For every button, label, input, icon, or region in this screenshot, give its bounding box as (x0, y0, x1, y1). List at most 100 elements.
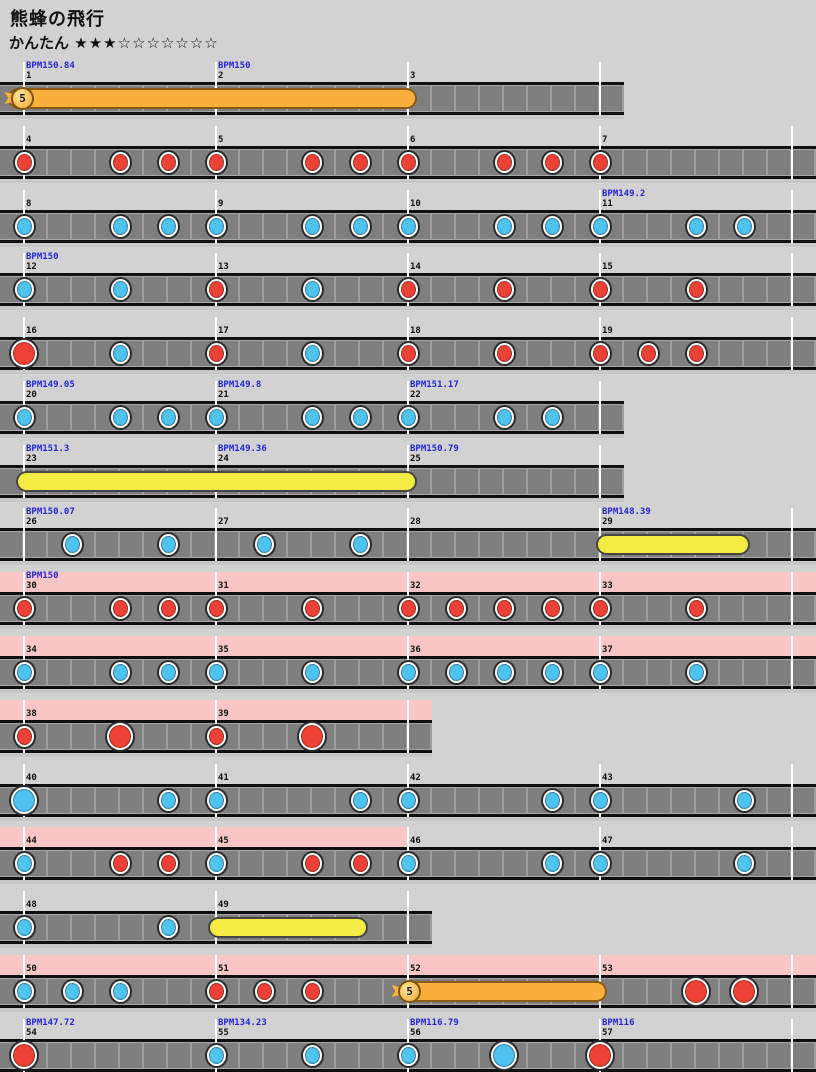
note-ka (590, 790, 610, 811)
note-ka (350, 790, 370, 811)
note-don-big (299, 723, 325, 750)
measure-number: 32 (410, 581, 421, 591)
note-ka (158, 790, 178, 811)
measure-number: 23 (26, 454, 37, 464)
note-don (302, 598, 322, 619)
note-don-big (587, 1042, 613, 1069)
note-don (206, 279, 226, 300)
measure-number: 43 (602, 773, 613, 783)
note-ka (542, 216, 562, 237)
lane-shadow-strip (0, 625, 816, 629)
measure-number: 25 (410, 454, 421, 464)
note-don (494, 279, 514, 300)
measure-number: 22 (410, 390, 421, 400)
measure-line (791, 126, 793, 179)
measure-number: 1 (26, 71, 32, 81)
measure-line (599, 381, 601, 434)
note-ka (446, 662, 466, 683)
measure-number: 28 (410, 517, 421, 527)
balloon-icon: 5 (11, 87, 34, 110)
note-ka (734, 790, 754, 811)
note-ka (302, 216, 322, 237)
note-ka (206, 216, 226, 237)
measure-number: 40 (26, 773, 37, 783)
balloon-icon: 5 (398, 980, 421, 1003)
measure-number: 17 (218, 326, 229, 336)
note-ka (110, 407, 130, 428)
note-don (206, 598, 226, 619)
note-don (254, 981, 274, 1002)
measure-number: 21 (218, 390, 229, 400)
page-title: 熊蜂の飛行 (10, 9, 105, 30)
bpm-label: BPM116 (602, 1018, 635, 1028)
measure-number: 11 (602, 199, 613, 209)
note-don-big (11, 340, 37, 367)
measure-line (599, 508, 601, 561)
note-ka (302, 407, 322, 428)
measure-line (791, 764, 793, 817)
lane-shadow-strip (0, 434, 624, 438)
note-ka (398, 853, 418, 874)
measure-number: 15 (602, 262, 613, 272)
measure-number: 18 (410, 326, 421, 336)
note-ka (350, 216, 370, 237)
note-don (446, 598, 466, 619)
note-ka (494, 216, 514, 237)
note-ka (542, 853, 562, 874)
bpm-label: BPM149.2 (602, 189, 646, 199)
measure-number: 55 (218, 1028, 229, 1038)
measure-number: 5 (218, 135, 224, 145)
drumroll-bar (208, 917, 368, 938)
measure-line (23, 508, 25, 561)
note-don (398, 279, 418, 300)
measure-number: 7 (602, 135, 608, 145)
note-don (158, 853, 178, 874)
note-don (686, 598, 706, 619)
measure-number: 31 (218, 581, 229, 591)
note-ka (110, 279, 130, 300)
note-ka (734, 216, 754, 237)
measure-line (791, 955, 793, 1008)
drumroll-bar (16, 471, 417, 492)
bpm-label: BPM151.17 (410, 380, 459, 390)
measure-line (791, 572, 793, 625)
measure-number: 38 (26, 709, 37, 719)
lane-shadow-strip (0, 498, 624, 502)
lane-shadow-strip (0, 561, 816, 565)
difficulty: かんたん ★★★☆☆☆☆☆☆☆ (9, 32, 219, 53)
lane-shadow-strip (0, 1008, 816, 1012)
note-don (206, 981, 226, 1002)
note-don (302, 981, 322, 1002)
note-ka (686, 662, 706, 683)
note-ka (158, 216, 178, 237)
measure-number: 26 (26, 517, 37, 527)
measure-line (791, 636, 793, 689)
note-ka (398, 1045, 418, 1066)
measure-number: 42 (410, 773, 421, 783)
note-don (14, 598, 34, 619)
lane-shadow-strip (0, 880, 816, 884)
measure-number: 10 (410, 199, 421, 209)
bpm-label: BPM147.72 (26, 1018, 75, 1028)
note-don-big (11, 1042, 37, 1069)
measure-line (791, 508, 793, 561)
note-ka (686, 216, 706, 237)
lane-shadow-strip (0, 306, 816, 310)
note-ka (206, 1045, 226, 1066)
note-don (590, 279, 610, 300)
measure-number: 24 (218, 454, 229, 464)
note-ka (494, 407, 514, 428)
measure-number: 34 (26, 645, 37, 655)
measure-number: 51 (218, 964, 229, 974)
measure-number: 9 (218, 199, 224, 209)
note-don (14, 152, 34, 173)
note-ka (590, 216, 610, 237)
measure-number: 12 (26, 262, 37, 272)
measure-number: 54 (26, 1028, 37, 1038)
note-ka (14, 216, 34, 237)
note-don (542, 598, 562, 619)
note-don (398, 152, 418, 173)
lane-shadow-strip (0, 370, 816, 374)
note-don (206, 343, 226, 364)
note-ka-big (491, 1042, 517, 1069)
